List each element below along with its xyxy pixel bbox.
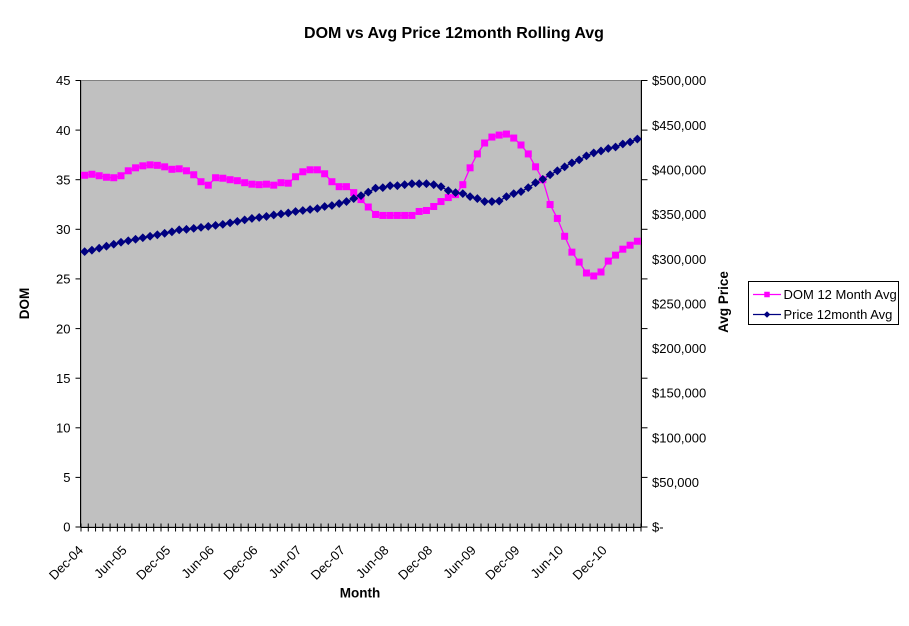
svg-text:40: 40	[56, 123, 70, 138]
svg-text:$300,000: $300,000	[652, 252, 706, 267]
svg-text:0: 0	[63, 520, 70, 535]
svg-text:20: 20	[56, 321, 70, 336]
svg-text:Price 12month Avg: Price 12month Avg	[784, 307, 893, 322]
svg-text:$500,000: $500,000	[652, 73, 706, 88]
svg-text:$50,000: $50,000	[652, 475, 699, 490]
svg-text:10: 10	[56, 421, 70, 436]
svg-text:$250,000: $250,000	[652, 296, 706, 311]
svg-text:45: 45	[56, 73, 70, 88]
svg-text:DOM 12 Month Avg: DOM 12 Month Avg	[784, 287, 897, 302]
svg-text:DOM: DOM	[17, 288, 32, 320]
svg-text:Month: Month	[340, 586, 380, 601]
svg-text:$200,000: $200,000	[652, 341, 706, 356]
svg-text:$400,000: $400,000	[652, 163, 706, 178]
svg-text:30: 30	[56, 222, 70, 237]
svg-text:5: 5	[63, 470, 70, 485]
svg-text:35: 35	[56, 172, 70, 187]
svg-text:$450,000: $450,000	[652, 118, 706, 133]
svg-text:$150,000: $150,000	[652, 386, 706, 401]
svg-text:DOM vs Avg Price 12month Rolli: DOM vs Avg Price 12month Rolling Avg	[304, 25, 604, 42]
svg-text:$350,000: $350,000	[652, 207, 706, 222]
svg-text:$100,000: $100,000	[652, 430, 706, 445]
svg-text:25: 25	[56, 272, 70, 287]
svg-text:Avg Price: Avg Price	[716, 271, 731, 333]
svg-text:15: 15	[56, 371, 70, 386]
svg-text:$-: $-	[652, 520, 664, 535]
